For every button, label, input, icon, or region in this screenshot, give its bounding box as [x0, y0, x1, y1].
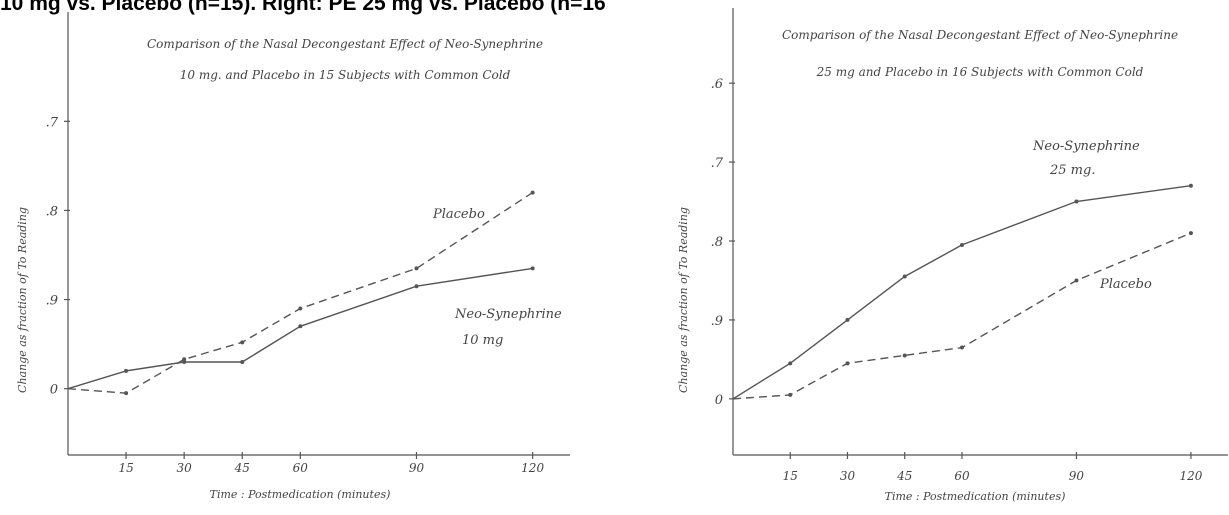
- chart-title: Comparison of the Nasal Decongestant Eff…: [147, 37, 543, 51]
- x-axis-label: Time : Postmedication (minutes): [210, 488, 391, 501]
- series-label-drug-line1: Neo-Synephrine: [1032, 139, 1140, 154]
- x-axis-label: Time : Postmedication (minutes): [885, 490, 1066, 503]
- series-line-drug: [732, 185, 1191, 400]
- series-label-drug-line2: 25 mg.: [1049, 163, 1095, 178]
- data-point-drug: [530, 266, 535, 271]
- chart-subtitle: 10 mg. and Placebo in 15 Subjects with C…: [180, 68, 511, 82]
- series-line-placebo: [67, 192, 533, 394]
- y-axis-label: Change as fraction of To Reading: [677, 207, 690, 393]
- chart-subtitle: 25 mg and Placebo in 16 Subjects with Co…: [816, 65, 1144, 79]
- data-point-drug: [959, 242, 964, 247]
- series-label-drug-line1: Neo-Synephrine: [454, 307, 562, 322]
- data-point-placebo: [530, 190, 535, 195]
- figure-caption: 10 mg vs. Placebo (n=15). Right: PE 25 m…: [0, 0, 613, 15]
- data-point-placebo: [845, 361, 850, 366]
- data-point-drug: [414, 284, 419, 289]
- data-point-drug: [182, 359, 187, 364]
- y-tick-label: .6: [711, 77, 723, 92]
- data-point-placebo: [959, 345, 964, 350]
- series-label-drug-line2: 10 mg: [462, 333, 503, 348]
- data-point-placebo: [240, 340, 245, 345]
- data-point-drug: [240, 359, 245, 364]
- data-point-placebo: [298, 306, 303, 311]
- y-tick-label: .8: [46, 204, 58, 219]
- chart-left-panel: Comparison of the Nasal Decongestant Eff…: [0, 0, 605, 515]
- data-point-placebo: [788, 392, 793, 397]
- data-point-placebo: [1074, 278, 1079, 283]
- data-point-placebo: [1188, 231, 1193, 236]
- series-label-placebo: Placebo: [1099, 277, 1152, 292]
- x-tick-label: 120: [1179, 469, 1202, 483]
- y-tick-label: .7: [46, 115, 59, 130]
- x-tick-label: 90: [1069, 469, 1085, 483]
- series-label-drug: Neo-Synephrine 25 mg.: [1032, 139, 1140, 178]
- y-tick-label: .8: [711, 235, 723, 250]
- data-point-drug: [845, 317, 850, 322]
- y-tick-label: .7: [711, 156, 724, 171]
- y-tick-label: 0: [715, 393, 723, 408]
- data-point-placebo: [124, 391, 129, 396]
- x-tick-label: 120: [521, 461, 544, 475]
- series-line-placebo: [732, 232, 1192, 400]
- series-line-drug: [67, 267, 533, 390]
- x-tick-label: 45: [896, 469, 912, 483]
- x-tick-label: 15: [783, 469, 798, 483]
- data-point-drug: [124, 368, 129, 373]
- data-point-drug: [788, 361, 793, 366]
- x-tick-label: 60: [954, 469, 970, 483]
- data-point-placebo: [414, 266, 419, 271]
- data-point-drug: [1074, 199, 1079, 204]
- series-label-drug: Neo-Synephrine 10 mg: [454, 307, 562, 348]
- x-tick-label: 90: [409, 461, 425, 475]
- x-tick-label: 30: [177, 461, 193, 475]
- y-tick-label: .9: [46, 294, 58, 309]
- data-point-placebo: [902, 353, 907, 358]
- chart-left: Comparison of the Nasal Decongestant Eff…: [16, 12, 570, 501]
- x-tick-label: 60: [293, 461, 309, 475]
- x-tick-label: 15: [118, 461, 133, 475]
- x-tick-label: 45: [234, 461, 250, 475]
- x-tick-label: 30: [840, 469, 856, 483]
- panel-gap: [605, 0, 635, 515]
- chart-title: Comparison of the Nasal Decongestant Eff…: [782, 28, 1178, 42]
- series-label-placebo: Placebo: [432, 207, 485, 222]
- chart-right: Comparison of the Nasal Decongestant Eff…: [677, 8, 1228, 503]
- y-axis-label: Change as fraction of To Reading: [16, 207, 29, 393]
- y-tick-label: 0: [50, 383, 58, 398]
- chart-right-panel: Comparison of the Nasal Decongestant Eff…: [635, 0, 1229, 515]
- data-point-drug: [1188, 183, 1193, 188]
- y-tick-label: .9: [711, 314, 723, 329]
- data-point-drug: [902, 274, 907, 279]
- data-point-drug: [298, 324, 303, 329]
